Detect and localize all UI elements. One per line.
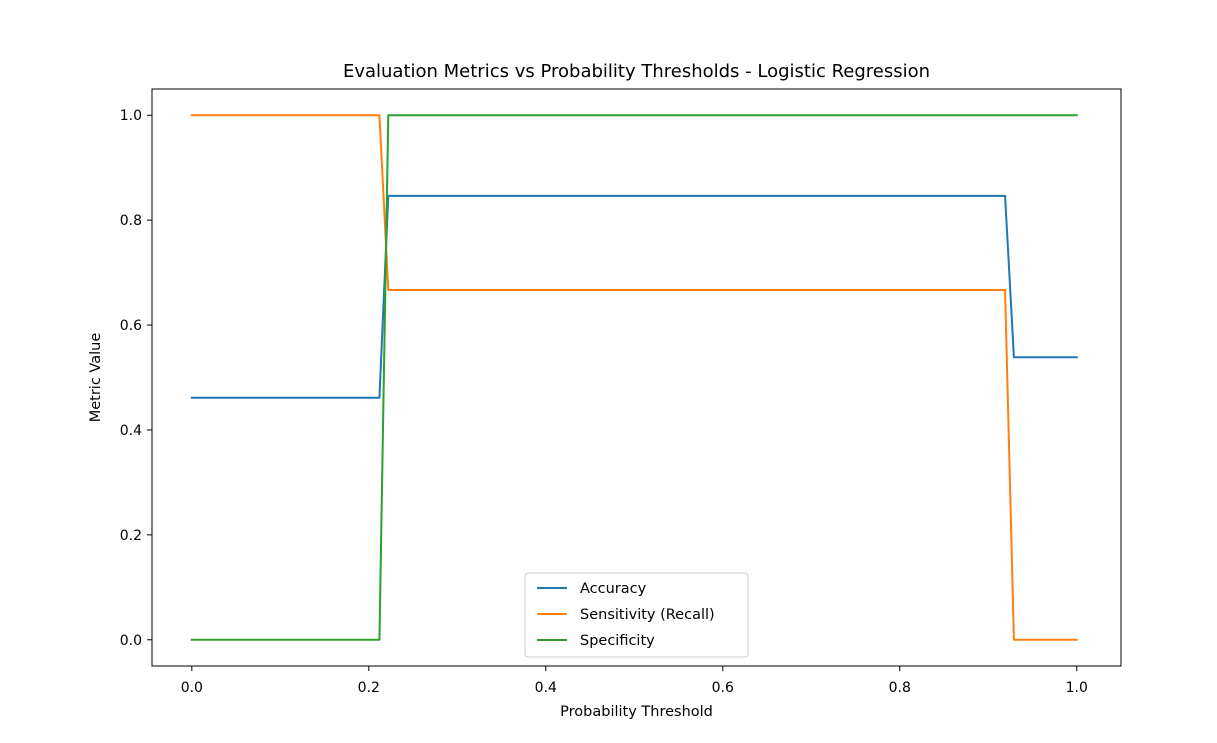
legend-entry: Specificity	[580, 633, 655, 649]
y-axis-label: Metric Value	[88, 333, 104, 423]
series-line-1	[190, 114, 1078, 641]
y-tick-label: 1.0	[120, 108, 142, 124]
x-tick-label: 0.0	[181, 680, 203, 696]
legend-entry: Sensitivity (Recall)	[580, 607, 715, 623]
y-tick-label: 0.6	[120, 318, 142, 334]
x-axis-label: Probability Threshold	[560, 704, 713, 720]
plot-frame	[151, 88, 1122, 667]
legend: Accuracy Sensitivity (Recall) Specificity	[524, 572, 749, 658]
y-axis-ticks: 0.0 0.2 0.4 0.6 0.8 1.0	[120, 108, 152, 649]
y-tick-label: 0.0	[120, 633, 142, 649]
series-line-0	[190, 194, 1078, 399]
legend-box	[524, 572, 749, 658]
plot-lines	[190, 114, 1078, 641]
x-tick-label: 0.6	[712, 680, 734, 696]
series-line-2	[190, 114, 1078, 641]
x-axis-ticks: 0.0 0.2 0.4 0.6 0.8 1.0	[181, 666, 1088, 696]
x-tick-label: 0.4	[535, 680, 557, 696]
legend-entry: Accuracy	[580, 581, 647, 597]
x-tick-label: 1.0	[1066, 680, 1088, 696]
y-tick-label: 0.8	[120, 213, 142, 229]
x-tick-label: 0.8	[889, 680, 911, 696]
chart-title: Evaluation Metrics vs Probability Thresh…	[343, 61, 930, 82]
x-tick-label: 0.2	[358, 680, 380, 696]
y-tick-label: 0.2	[120, 528, 142, 544]
y-tick-label: 0.4	[120, 423, 142, 439]
